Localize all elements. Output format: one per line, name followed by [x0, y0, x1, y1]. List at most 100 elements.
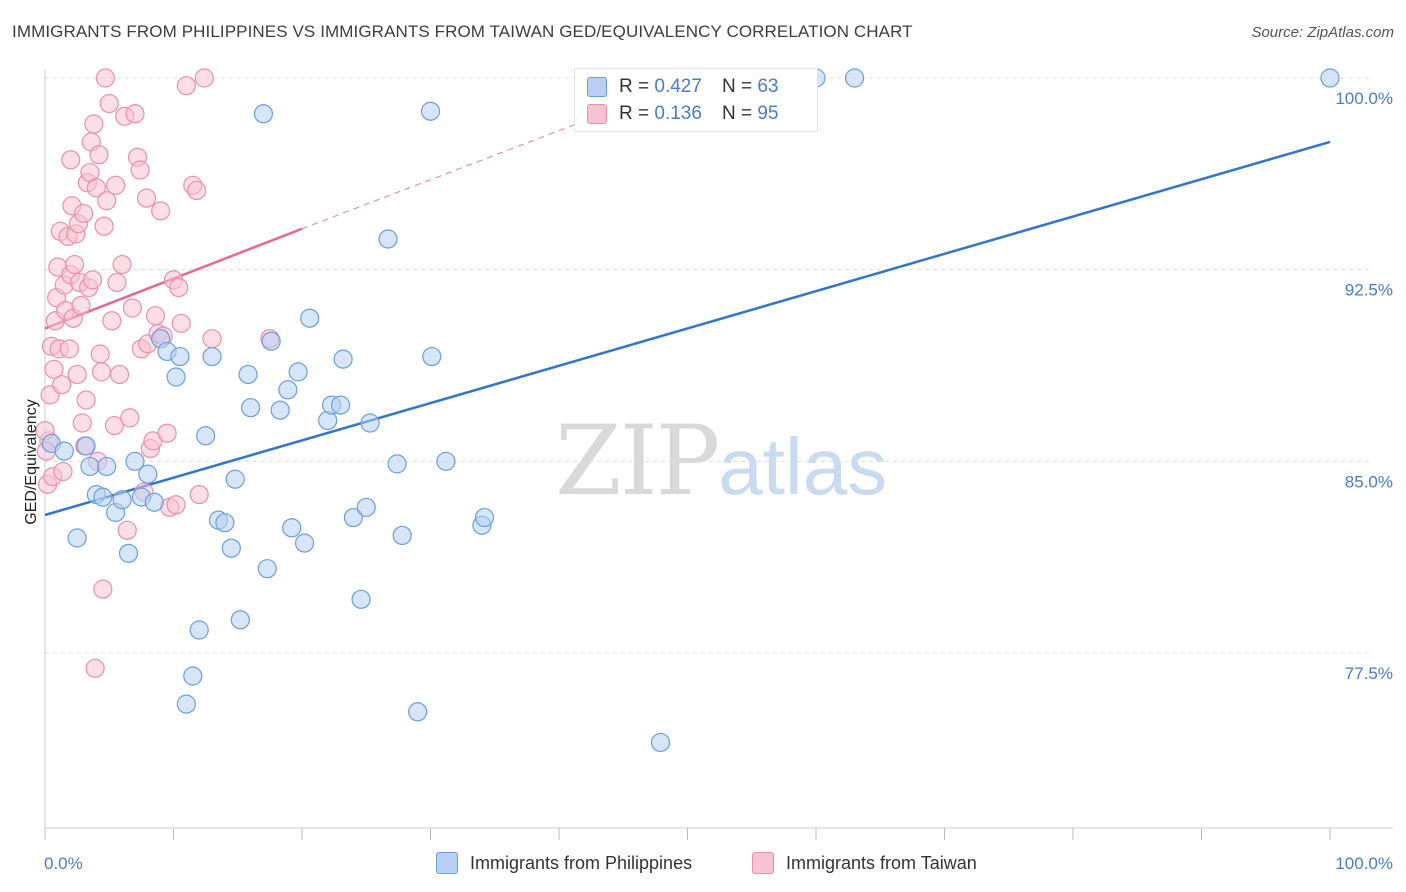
philippines-point	[1320, 68, 1340, 88]
taiwan-point	[89, 145, 109, 165]
taiwan-point	[67, 364, 87, 385]
tick-labels: 77.5% 85.0% 92.5% 100.0% 0.0% 100.0%	[44, 89, 1393, 873]
philippines-point	[351, 589, 371, 609]
taiwan-point	[169, 277, 189, 298]
chart-title: IMMIGRANTS FROM PHILIPPINES VS IMMIGRANT…	[12, 22, 913, 41]
taiwan-point	[94, 216, 114, 236]
philippines-point	[422, 346, 442, 367]
stats-row-philippines: R = 0.427 N = 63	[587, 75, 778, 99]
taiwan-point	[171, 313, 191, 333]
taiwan-point	[189, 484, 209, 505]
philippines-point	[225, 469, 245, 489]
philippines-point	[97, 456, 117, 477]
philippines-point	[300, 308, 320, 328]
philippines-point	[257, 559, 277, 579]
y-tick-label: 100.0%	[1335, 89, 1393, 108]
philippines-point	[282, 518, 302, 538]
data-points	[35, 68, 1340, 753]
taiwan-point	[166, 495, 186, 515]
philippines-point	[221, 538, 241, 558]
philippines-point	[196, 426, 216, 446]
philippines-trend-line	[44, 140, 1331, 517]
taiwan-point	[122, 298, 142, 318]
philippines-point	[387, 454, 407, 474]
taiwan-point	[99, 93, 119, 114]
philippines-swatch	[587, 77, 607, 97]
taiwan-point	[82, 270, 103, 290]
taiwan-point	[145, 306, 166, 326]
taiwan-point	[125, 104, 145, 124]
watermark-atlas: atlas	[718, 422, 888, 511]
taiwan-point	[97, 191, 117, 211]
n-value: 63	[757, 76, 779, 97]
philippines-point	[125, 451, 145, 471]
grid	[45, 77, 1370, 654]
philippines-point	[844, 68, 865, 88]
taiwan-point	[90, 344, 110, 364]
philippines-point	[360, 413, 380, 433]
taiwan-point	[64, 254, 85, 275]
stats-row-taiwan: R = 0.136 N = 95	[587, 102, 778, 126]
philippines-point	[378, 229, 398, 249]
legend-item-taiwan[interactable]: Immigrants from Taiwan	[752, 852, 977, 874]
philippines-point	[333, 349, 353, 369]
taiwan-point	[136, 188, 157, 208]
taiwan-point	[176, 76, 196, 96]
taiwan-point	[130, 160, 150, 180]
philippines-point	[170, 346, 190, 367]
philippines-point	[112, 490, 132, 510]
taiwan-point	[71, 295, 91, 316]
taiwan-point	[72, 413, 92, 433]
taiwan-point	[112, 254, 132, 275]
philippines-point	[261, 331, 281, 351]
philippines-point	[650, 732, 671, 753]
n-label: N =	[721, 103, 753, 124]
taiwan-point	[202, 329, 222, 349]
taiwan-point	[151, 201, 171, 221]
taiwan-point	[107, 272, 127, 293]
taiwan-point	[120, 408, 140, 428]
philippines-point	[138, 464, 158, 484]
taiwan-point	[86, 178, 107, 198]
legend-item-philippines[interactable]: Immigrants from Philippines	[436, 852, 692, 874]
philippines-point	[288, 362, 308, 382]
taiwan-swatch	[587, 104, 607, 124]
x-tick-label: 0.0%	[44, 854, 83, 873]
taiwan-point	[84, 114, 104, 134]
y-tick-label: 92.5%	[1345, 281, 1393, 300]
taiwan-point	[104, 415, 124, 436]
philippines-point	[330, 395, 351, 415]
philippines-point	[253, 104, 274, 124]
taiwan-point	[109, 364, 130, 385]
philippines-point	[238, 364, 258, 385]
n-label: N =	[721, 76, 753, 97]
legend-label: Immigrants from Taiwan	[786, 852, 977, 873]
taiwan-point	[59, 339, 80, 359]
philippines-point	[294, 533, 315, 553]
philippines-point	[183, 666, 203, 686]
philippines-point	[144, 492, 164, 512]
philippines-point	[215, 513, 235, 533]
philippines-point	[189, 620, 209, 640]
philippines-swatch	[436, 852, 458, 874]
philippines-point	[93, 487, 113, 507]
philippines-point	[230, 610, 250, 630]
taiwan-swatch	[752, 852, 774, 874]
philippines-point	[118, 543, 139, 563]
trend-lines	[44, 105, 1331, 517]
philippines-point	[436, 451, 456, 471]
taiwan-point	[106, 175, 126, 195]
taiwan-point	[61, 150, 81, 170]
philippines-point	[176, 694, 196, 714]
y-axis-label: GED/Equivalency	[23, 399, 40, 524]
philippines-point	[202, 346, 222, 367]
philippines-point	[392, 525, 412, 546]
philippines-point	[166, 367, 186, 387]
taiwan-point	[91, 362, 112, 382]
source-credit: Source: ZipAtlas.com	[1251, 24, 1394, 41]
r-label: R =	[619, 103, 650, 124]
taiwan-point	[102, 311, 122, 331]
r-label: R =	[619, 76, 650, 97]
philippines-point	[420, 101, 441, 121]
